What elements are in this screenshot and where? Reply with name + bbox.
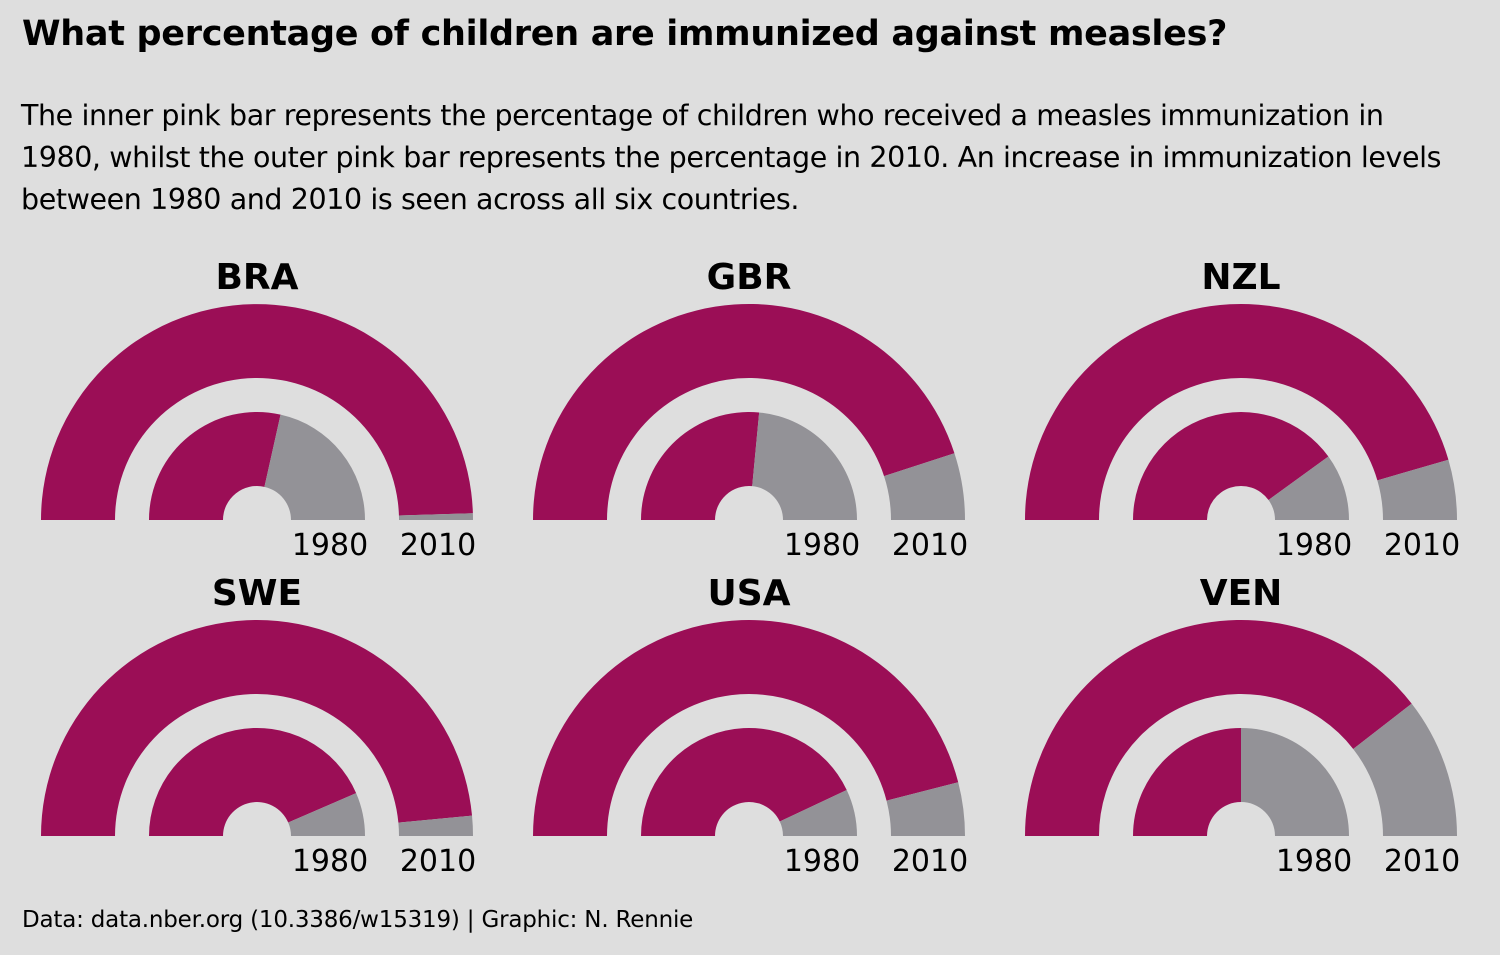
bar-2010-remainder	[398, 815, 473, 836]
chart-title: What percentage of children are immunize…	[22, 14, 1228, 54]
panel-usa: USA 1980 2010	[533, 573, 968, 879]
country-label: SWE	[212, 573, 302, 614]
ring-label-1980: 1980	[784, 844, 860, 879]
country-label: NZL	[1201, 257, 1280, 298]
panel-nzl: NZL 1980 2010	[1025, 257, 1460, 563]
bar-1980-remainder	[264, 414, 365, 520]
bar-1980-immunized	[149, 411, 281, 520]
chart-caption: Data: data.nber.org (10.3386/w15319) | G…	[22, 907, 694, 933]
bar-2010-remainder	[1353, 703, 1457, 836]
bar-1980-remainder	[288, 793, 365, 836]
ring-label-2010: 2010	[892, 844, 968, 879]
country-label: BRA	[215, 257, 298, 298]
ring-label-1980: 1980	[292, 528, 368, 563]
ring-label-2010: 2010	[1384, 844, 1460, 879]
bar-1980-immunized	[641, 412, 760, 520]
country-label: GBR	[707, 257, 792, 298]
bar-1980-immunized	[1133, 412, 1329, 520]
panel-ven: VEN 1980 2010	[1025, 573, 1460, 879]
bar-1980-remainder	[779, 790, 857, 836]
chart-subtitle: The inner pink bar represents the percen…	[21, 99, 1442, 216]
bar-1980-immunized	[149, 727, 357, 836]
bar-2010-immunized	[41, 304, 473, 520]
bar-2010-remainder	[884, 453, 965, 520]
ring-label-1980: 1980	[292, 844, 368, 879]
bar-1980-remainder	[1268, 456, 1349, 520]
ring-label-1980: 1980	[1276, 528, 1352, 563]
bar-2010-immunized	[533, 620, 959, 836]
panel-gbr: GBR 1980 2010	[533, 257, 968, 563]
ring-label-2010: 2010	[1384, 528, 1460, 563]
bar-1980-remainder	[752, 412, 857, 520]
bar-2010-immunized	[533, 303, 955, 520]
bar-2010-remainder	[886, 782, 965, 836]
bar-2010-immunized	[41, 620, 473, 836]
bar-2010-immunized	[1025, 620, 1412, 836]
panel-swe: SWE 1980 2010	[41, 573, 476, 879]
ring-label-2010: 2010	[400, 528, 476, 563]
ring-label-2010: 2010	[400, 844, 476, 879]
bar-2010-immunized	[1025, 304, 1449, 520]
ring-label-2010: 2010	[892, 528, 968, 563]
panel-bra: BRA 1980 2010	[41, 257, 476, 563]
bar-1980-immunized	[1133, 728, 1241, 836]
country-label: USA	[707, 573, 790, 614]
bar-1980-immunized	[641, 728, 847, 836]
country-label: VEN	[1200, 573, 1283, 614]
bar-1980-remainder	[1241, 728, 1349, 836]
ring-label-1980: 1980	[784, 528, 860, 563]
bar-2010-remainder	[1377, 459, 1457, 520]
ring-label-1980: 1980	[1276, 844, 1352, 879]
bar-2010-remainder	[398, 513, 473, 520]
